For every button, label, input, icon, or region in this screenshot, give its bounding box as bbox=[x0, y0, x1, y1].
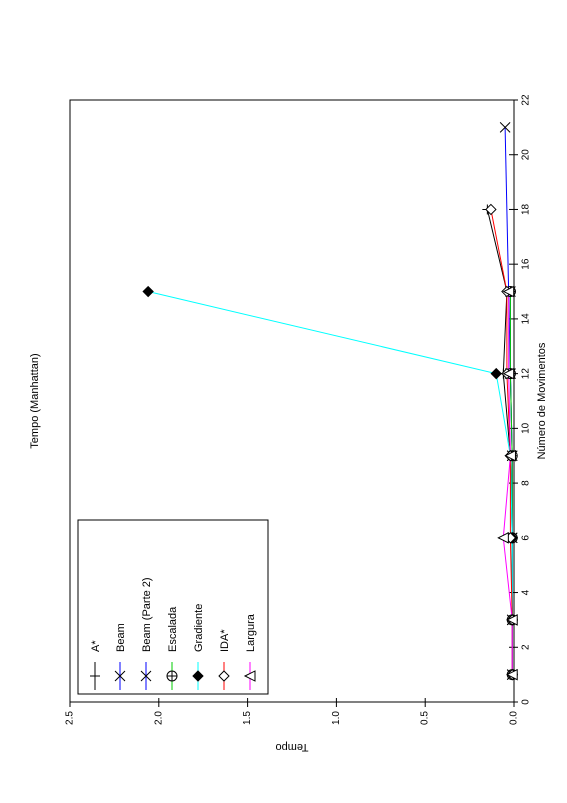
series-6-point bbox=[506, 668, 518, 681]
time-tick-label: 2.5 bbox=[65, 711, 76, 725]
legend-label-2: Beam (Parte 2) bbox=[141, 577, 153, 652]
chart-title: Tempo (Manhattan) bbox=[29, 353, 41, 448]
legend-marker-4 bbox=[192, 670, 204, 682]
series-2-point bbox=[499, 122, 511, 133]
time-tick-label: 0.0 bbox=[509, 711, 520, 725]
series-6-point bbox=[504, 449, 516, 462]
moves-axis-label-group: Número de Movimentos bbox=[536, 342, 548, 459]
moves-tick-label: 10 bbox=[521, 422, 532, 434]
moves-tick-label: 14 bbox=[521, 313, 532, 325]
legend-marker-0 bbox=[90, 671, 100, 681]
legend-label-5: IDA* bbox=[219, 629, 231, 652]
moves-tick-label: 2 bbox=[521, 644, 532, 650]
legend: A* Beam Beam (Parte 2) Escalada Gradiente IDA… bbox=[77, 519, 269, 695]
moves-tick-label: 18 bbox=[521, 203, 532, 215]
moves-tick-label: 20 bbox=[521, 149, 532, 161]
legend-label-3: Escalada bbox=[167, 606, 179, 652]
series-6-point bbox=[506, 614, 518, 626]
legend-label-4: Gradiente bbox=[193, 604, 205, 652]
moves-tick-label: 4 bbox=[521, 589, 532, 595]
legend-frame bbox=[77, 519, 269, 695]
legend-label-1: Beam bbox=[115, 623, 127, 652]
series-markers bbox=[142, 122, 518, 681]
plot-frame bbox=[69, 99, 515, 703]
series-6-point bbox=[502, 285, 515, 298]
series-5-point bbox=[485, 203, 497, 216]
series-4-point bbox=[490, 367, 502, 380]
time-tick-label: 1.0 bbox=[331, 711, 342, 725]
legend-marker-2 bbox=[140, 670, 152, 682]
time-tick-label: 1.5 bbox=[242, 711, 253, 725]
legend-marker-6 bbox=[243, 670, 256, 682]
time-tick-label: 2.0 bbox=[153, 711, 164, 725]
moves-tick-label: 16 bbox=[521, 258, 532, 270]
legend-label-6: Largura bbox=[245, 613, 257, 652]
chart-title-group: Tempo (Manhattan) bbox=[29, 353, 41, 448]
moves-tick-label: 22 bbox=[521, 94, 532, 106]
moves-tick-label: 12 bbox=[521, 368, 532, 380]
series-6-point bbox=[497, 532, 509, 544]
marker-cross bbox=[167, 671, 177, 681]
series-4-point bbox=[142, 285, 154, 298]
series-lines bbox=[147, 127, 513, 675]
time-axis-label-group: Tempo bbox=[275, 741, 308, 753]
series-6-point bbox=[502, 367, 515, 380]
legend-label-0: A* bbox=[90, 640, 102, 652]
time-axis-label: Tempo bbox=[275, 741, 308, 753]
legend-marker-3 bbox=[166, 670, 178, 682]
moves-tick-label: 8 bbox=[521, 480, 532, 486]
moves-tick-label: 0 bbox=[521, 699, 532, 705]
time-axis-ticks: 0.0 0.5 1.0 1.5 2.0 2.5 bbox=[65, 698, 520, 725]
time-tick-label: 0.5 bbox=[420, 711, 431, 725]
legend-marker-5 bbox=[218, 670, 230, 682]
moves-axis-label: Número de Movimentos bbox=[536, 342, 548, 459]
legend-marker-1 bbox=[114, 670, 126, 682]
moves-tick-label: 6 bbox=[521, 535, 532, 541]
series-line-6 bbox=[502, 291, 513, 675]
